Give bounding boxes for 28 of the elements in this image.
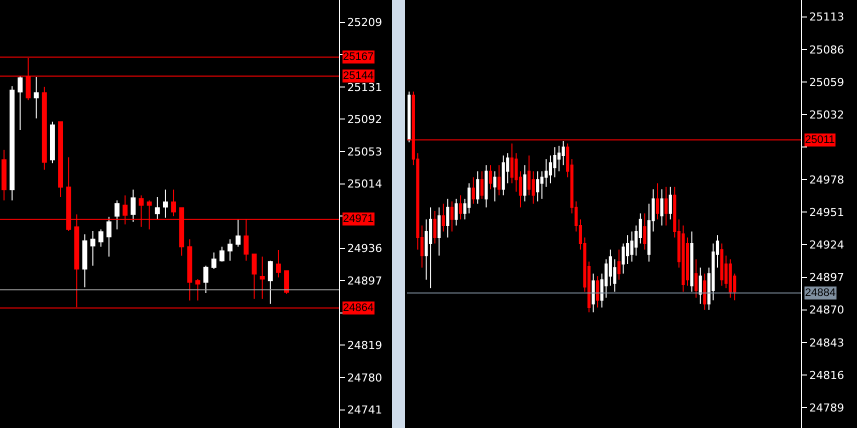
y-tick-label: 25113 — [809, 10, 844, 24]
y-tick-label: 24789 — [809, 401, 844, 414]
y-tick-label: 25086 — [809, 43, 844, 56]
ref-line-label: 25011 — [805, 134, 835, 146]
y-tick-label: 25209 — [347, 16, 382, 30]
y-tick-label: 24978 — [809, 173, 844, 186]
y-tick-label: 24951 — [809, 206, 844, 220]
y-tick-label: 25092 — [347, 113, 382, 126]
y-tick-label: 24924 — [809, 238, 844, 252]
y-tick-label: 24897 — [347, 274, 382, 288]
y-tick-label: 24897 — [809, 271, 844, 284]
ref-line-label: 25144 — [343, 70, 374, 82]
y-tick-label: 25014 — [347, 178, 382, 191]
y-tick-label: 25059 — [809, 76, 844, 89]
y-tick-label: 25053 — [347, 145, 382, 158]
y-tick-label: 24936 — [347, 242, 382, 256]
y-tick-label: 24819 — [347, 339, 382, 352]
y-tick-label: 25032 — [809, 108, 844, 122]
ref-line-label: 24864 — [343, 302, 374, 314]
ref-line-label: 24884 — [805, 287, 836, 299]
y-tick-label: 24816 — [809, 368, 844, 382]
y-tick-label: 24780 — [347, 371, 382, 384]
y-tick-label: 24870 — [809, 304, 844, 317]
ref-line-label: 24971 — [343, 213, 374, 225]
y-tick-label: 24741 — [347, 404, 382, 417]
y-tick-label: 25131 — [347, 80, 382, 94]
y-tick-label: 24843 — [809, 336, 844, 350]
ref-line-label: 25167 — [343, 51, 374, 63]
